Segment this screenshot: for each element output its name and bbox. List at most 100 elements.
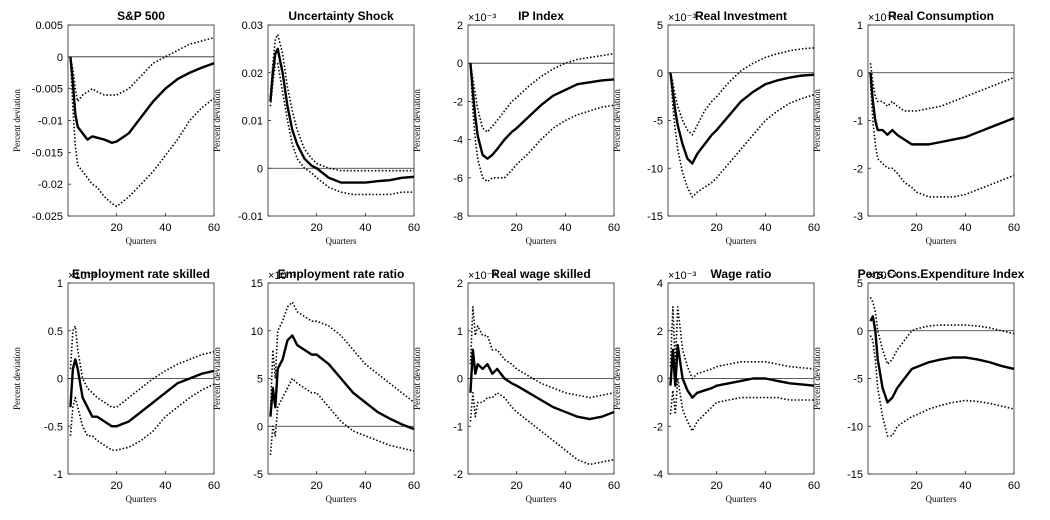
y-tick-label: 0 bbox=[857, 326, 863, 338]
median-line bbox=[69, 56, 215, 144]
x-axis-label: Quarters bbox=[526, 494, 557, 504]
band-line bbox=[269, 377, 415, 455]
y-tick-label: 0 bbox=[457, 374, 463, 386]
y-tick-label: -5 bbox=[853, 374, 863, 386]
x-tick-label: 20 bbox=[711, 480, 723, 492]
median-line bbox=[69, 358, 215, 428]
plot-frame bbox=[867, 282, 1015, 475]
y-tick-label: -15 bbox=[847, 469, 863, 481]
y-tick-label: 1 bbox=[857, 20, 863, 32]
x-tick-label: 20 bbox=[511, 480, 523, 492]
x-tick-label: 60 bbox=[808, 222, 820, 234]
median-line bbox=[269, 334, 415, 431]
x-tick-label: 20 bbox=[911, 480, 923, 492]
axis-multiplier: ×10⁻³ bbox=[468, 270, 496, 282]
y-tick-label: 0.005 bbox=[35, 20, 63, 32]
y-tick-label: 0.02 bbox=[242, 68, 263, 80]
x-tick-label: 40 bbox=[359, 480, 371, 492]
x-tick-label: 40 bbox=[559, 480, 571, 492]
x-axis-label: Quarters bbox=[726, 236, 757, 246]
x-axis-label: Quarters bbox=[926, 494, 957, 504]
panel-title: Pers.Cons.Expenditure Index bbox=[858, 267, 1025, 281]
y-tick-label: -0.025 bbox=[32, 211, 63, 223]
y-axis-label: Percent deviation bbox=[12, 89, 22, 152]
x-tick-label: 40 bbox=[759, 222, 771, 234]
x-tick-label: 60 bbox=[408, 480, 420, 492]
x-tick-label: 40 bbox=[159, 222, 171, 234]
axis-multiplier: ×10⁻³ bbox=[268, 270, 296, 282]
median-line bbox=[669, 72, 815, 165]
panel-title: S&P 500 bbox=[117, 9, 165, 23]
x-tick-label: 20 bbox=[911, 222, 923, 234]
axis-multiplier: ×10⁻⁴ bbox=[868, 270, 897, 282]
y-tick-label: 0.5 bbox=[48, 326, 63, 338]
band-line bbox=[469, 306, 615, 399]
y-axis-label: Percent deviation bbox=[812, 347, 822, 410]
band-line bbox=[69, 325, 215, 408]
plot-frame bbox=[67, 24, 215, 217]
y-axis-label: Percent deviation bbox=[212, 347, 222, 410]
y-tick-label: -0.015 bbox=[32, 147, 63, 159]
x-tick-label: 60 bbox=[608, 222, 620, 234]
axis-multiplier: ×10⁻³ bbox=[668, 270, 696, 282]
y-tick-label: 5 bbox=[257, 374, 263, 386]
y-tick-label: 0 bbox=[657, 68, 663, 80]
x-tick-label: 20 bbox=[711, 222, 723, 234]
x-axis-label: Quarters bbox=[526, 236, 557, 246]
y-tick-label: -15 bbox=[647, 211, 663, 223]
band-line bbox=[669, 306, 815, 380]
x-tick-label: 20 bbox=[111, 222, 123, 234]
y-tick-label: 10 bbox=[251, 326, 263, 338]
panel-title: IP Index bbox=[518, 9, 564, 23]
y-tick-label: 0 bbox=[57, 374, 63, 386]
y-tick-label: 5 bbox=[857, 278, 863, 290]
band-line bbox=[869, 63, 1015, 112]
median-line bbox=[669, 343, 815, 399]
median-line bbox=[269, 47, 415, 184]
band-line bbox=[869, 335, 1015, 437]
y-tick-label: -2 bbox=[653, 421, 663, 433]
y-tick-label: -5 bbox=[253, 469, 263, 481]
y-tick-label: 2 bbox=[657, 326, 663, 338]
y-tick-label: 1 bbox=[457, 326, 463, 338]
y-tick-label: -6 bbox=[453, 173, 463, 185]
y-axis-label: Percent deviation bbox=[412, 89, 422, 152]
y-tick-label: -1 bbox=[453, 421, 463, 433]
x-tick-label: 40 bbox=[759, 480, 771, 492]
plot-frame bbox=[467, 24, 615, 217]
band-line bbox=[669, 72, 815, 198]
x-axis-label: Quarters bbox=[126, 236, 157, 246]
x-tick-label: 60 bbox=[208, 480, 220, 492]
x-tick-label: 60 bbox=[1008, 480, 1020, 492]
x-tick-label: 60 bbox=[1008, 222, 1020, 234]
x-axis-label: Quarters bbox=[726, 494, 757, 504]
x-tick-label: 20 bbox=[311, 480, 323, 492]
panel-title: Employment rate ratio bbox=[278, 267, 405, 281]
y-tick-label: 2 bbox=[457, 278, 463, 290]
band-line bbox=[69, 56, 215, 208]
x-tick-label: 20 bbox=[511, 222, 523, 234]
band-line bbox=[469, 392, 615, 466]
y-tick-label: -2 bbox=[853, 163, 863, 175]
y-tick-label: 2 bbox=[457, 20, 463, 32]
band-line bbox=[669, 47, 815, 136]
y-tick-label: 4 bbox=[657, 278, 663, 290]
x-axis-label: Quarters bbox=[326, 494, 357, 504]
y-axis-label: Percent deviation bbox=[12, 347, 22, 410]
band-line bbox=[469, 63, 615, 183]
x-tick-label: 20 bbox=[311, 222, 323, 234]
y-tick-label: 5 bbox=[657, 20, 663, 32]
y-axis-label: Percent deviation bbox=[612, 347, 622, 410]
panel-title: Uncertainty Shock bbox=[288, 9, 394, 23]
band-line bbox=[269, 301, 415, 412]
x-tick-label: 40 bbox=[959, 222, 971, 234]
axis-multiplier: ×10⁻³ bbox=[468, 12, 496, 24]
band-line bbox=[869, 82, 1015, 198]
plot-frame bbox=[267, 24, 415, 217]
y-tick-label: -4 bbox=[453, 135, 463, 147]
x-tick-label: 40 bbox=[959, 480, 971, 492]
y-axis-label: Percent deviation bbox=[612, 89, 622, 152]
y-axis-label: Percent deviation bbox=[412, 347, 422, 410]
x-tick-label: 60 bbox=[408, 222, 420, 234]
y-tick-label: -3 bbox=[853, 211, 863, 223]
